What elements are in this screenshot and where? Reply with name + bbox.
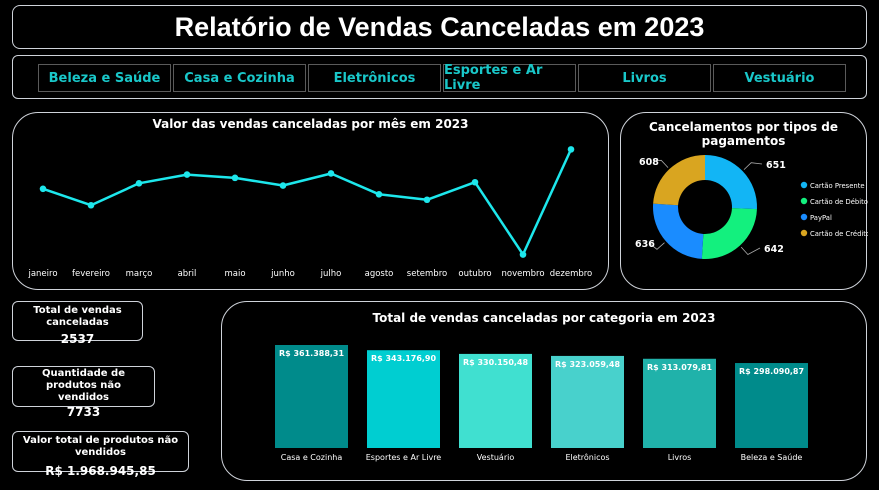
x-tick-label-novembro: novembro: [501, 269, 544, 279]
category-button-eletronicos[interactable]: Eletrônicos: [308, 64, 441, 92]
line-point-março: [135, 180, 143, 187]
donut-slice-1: [701, 208, 757, 259]
bar-0: [275, 345, 348, 448]
legend-marker-0: [800, 181, 808, 189]
page-title: Relatório de Vendas Canceladas em 2023: [174, 12, 705, 42]
x-tick-label-outubro: outubro: [458, 269, 491, 279]
line-point-agosto: [375, 190, 383, 198]
line-point-janeiro: [39, 185, 47, 193]
category-button-beleza-saude[interactable]: Beleza e Saúde: [38, 64, 171, 92]
kpi-unsold-value: Valor total de produtos não vendidos R$ …: [12, 431, 189, 478]
bar-chart-title: Total de vendas canceladas por categoria…: [372, 311, 716, 325]
bar-data-label-1: R$ 343.176,90: [371, 354, 437, 363]
title-panel: Relatório de Vendas Canceladas em 2023: [12, 5, 867, 49]
donut-value-label-1: 642: [764, 244, 784, 255]
x-tick-label-abril: abril: [178, 269, 197, 279]
donut-leader-3: [652, 159, 669, 168]
line-series: [42, 148, 573, 256]
donut-slice-0: [705, 155, 757, 210]
donut-value-label-0: 651: [766, 160, 786, 171]
line-point-outubro: [471, 178, 479, 186]
bar-data-label-2: R$ 330.150,48: [463, 358, 529, 367]
payment-donut-panel: Cancelamentos por tipos de pagamentos 65…: [620, 112, 868, 290]
donut-slice-3: [653, 155, 705, 206]
legend-label-2: PayPal: [810, 214, 832, 222]
line-point-dezembro: [567, 146, 575, 153]
x-tick-label-fevereiro: fevereiro: [72, 269, 110, 279]
x-tick-label-setembro: setembro: [407, 269, 447, 279]
donut-leader-0: [743, 162, 763, 170]
kpi-unsold-qty: Quantidade de produtos não vendidos 7733: [12, 366, 155, 419]
category-button-vestuario[interactable]: Vestuário: [713, 64, 846, 92]
line-point-novembro: [519, 251, 527, 258]
x-tick-label-janeiro: janeiro: [27, 269, 57, 279]
kpi-total-canceled-label: Total de vendas canceladas: [33, 305, 122, 328]
category-button-livros[interactable]: Livros: [578, 64, 711, 92]
kpi-unsold-value-value: R$ 1.968.945,85: [45, 464, 156, 478]
bar-data-label-5: R$ 298.090,87: [739, 367, 804, 376]
bar-data-label-4: R$ 313.079,81: [647, 363, 713, 372]
donut-leader-1: [740, 246, 761, 256]
legend-marker-2: [800, 213, 808, 221]
donut-slice-2: [653, 203, 704, 259]
category-button-esportes[interactable]: Esportes e Ar Livre: [443, 63, 576, 93]
category-bar-chart-panel: Total de vendas canceladas por categoria…: [221, 301, 867, 481]
category-filter-bar: Beleza e Saúde Casa e Cozinha Eletrônico…: [12, 55, 867, 99]
line-point-junho: [279, 182, 287, 189]
x-tick-label-3: Eletrônicos: [565, 452, 609, 462]
x-tick-label-1: Esportes e Ar Livre: [366, 453, 442, 462]
x-tick-label-0: Casa e Cozinha: [281, 453, 343, 462]
x-tick-label-junho: junho: [270, 269, 295, 279]
bar-2: [459, 353, 532, 448]
x-tick-label-4: Livros: [668, 453, 692, 462]
kpi-unsold-qty-value: 7733: [66, 405, 101, 419]
kpi-unsold-value-label: Valor total de produtos não vendidos: [22, 435, 179, 458]
legend-label-1: Cartão de Débito: [810, 198, 868, 206]
kpi-total-canceled: Total de vendas canceladas 2537: [12, 301, 143, 346]
monthly-line-chart-panel: Valor das vendas canceladas por mês em 2…: [12, 112, 609, 290]
bar-4: [643, 358, 716, 448]
kpi-total-canceled-value: 2537: [60, 332, 95, 346]
legend-marker-1: [800, 197, 808, 205]
line-point-maio: [231, 174, 239, 182]
bar-data-label-3: R$ 323.059,48: [555, 360, 621, 369]
x-tick-label-2: Vestuário: [477, 453, 515, 462]
bar-chart: R$ 361.388,31 Casa e Cozinha R$ 343.176,90…: [275, 345, 808, 462]
line-chart-title: Valor das vendas canceladas por mês em 2…: [152, 117, 469, 131]
x-tick-label-maio: maio: [224, 269, 245, 279]
donut-chart: 651 642 636 608 Cartão Presente Cartão de Déb…: [635, 155, 868, 259]
category-button-casa-cozinha[interactable]: Casa e Cozinha: [173, 64, 306, 92]
line-chart: janeiro fevereiro março abril maio junho julho…: [27, 146, 593, 279]
x-tick-label-agosto: agosto: [365, 269, 394, 279]
bar-1: [367, 350, 440, 448]
donut-value-label-3: 608: [639, 157, 659, 168]
bar-data-label-0: R$ 361.388,31: [279, 349, 345, 358]
bar-5: [735, 363, 808, 448]
line-point-fevereiro: [87, 201, 95, 209]
line-point-setembro: [423, 196, 431, 204]
x-tick-label-dezembro: dezembro: [550, 269, 593, 279]
x-tick-label-5: Beleza e Saúde: [741, 453, 803, 462]
donut-leader-2: [648, 242, 665, 250]
x-tick-label-março: março: [126, 269, 153, 279]
donut-chart-title: Cancelamentos por tipos de pagamentos: [648, 120, 839, 148]
kpi-unsold-qty-label: Quantidade de produtos não vendidos: [42, 368, 125, 403]
legend-label-3: Cartão de Crédito: [810, 230, 868, 238]
x-tick-label-julho: julho: [320, 269, 342, 279]
line-point-abril: [183, 171, 191, 178]
donut-value-label-2: 636: [635, 239, 655, 250]
legend-label-0: Cartão Presente: [810, 182, 865, 190]
legend-marker-3: [800, 229, 808, 237]
bar-3: [551, 355, 624, 448]
line-point-julho: [327, 170, 335, 177]
